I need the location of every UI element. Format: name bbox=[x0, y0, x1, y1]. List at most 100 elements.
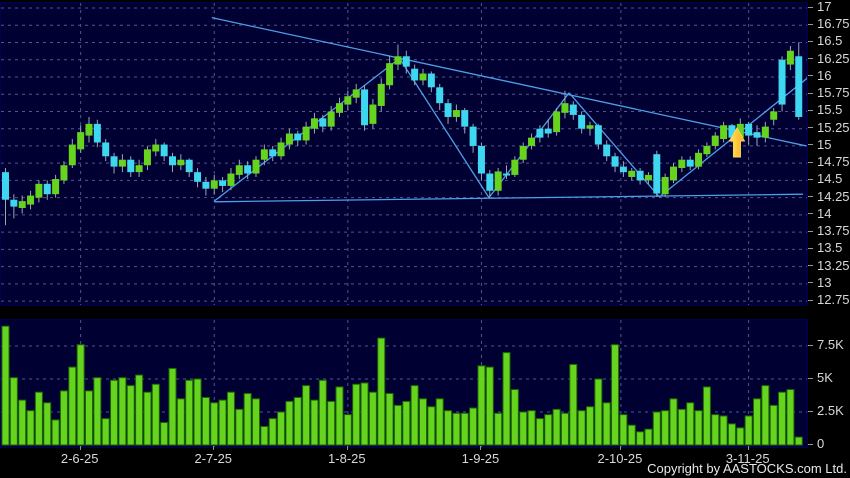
candle-body bbox=[110, 156, 118, 167]
candle-body bbox=[686, 159, 694, 167]
axis-tick bbox=[808, 58, 813, 60]
volume-bar bbox=[452, 412, 461, 446]
axis-tick bbox=[808, 230, 813, 232]
volume-bar bbox=[469, 407, 478, 446]
candle-body bbox=[369, 104, 377, 124]
candle-body bbox=[703, 145, 711, 155]
price-axis-label: 15 bbox=[808, 137, 850, 152]
volume-bar bbox=[627, 424, 636, 446]
volume-bar bbox=[786, 389, 795, 446]
candle-body bbox=[77, 132, 85, 150]
volume-bar bbox=[769, 404, 778, 446]
candle-body bbox=[361, 89, 369, 126]
volume-bar bbox=[327, 400, 336, 446]
candle-body bbox=[319, 118, 327, 127]
copyright-notice: Copyright by AASTOCKS.com Ltd. bbox=[647, 461, 847, 476]
volume-bar bbox=[368, 391, 377, 446]
volume-bars-chart bbox=[1, 320, 807, 447]
candle-body bbox=[503, 173, 510, 176]
candle-body bbox=[27, 195, 35, 205]
price-axis-label: 14.75 bbox=[808, 155, 850, 169]
candle-body bbox=[135, 165, 143, 173]
volume-bar bbox=[85, 390, 93, 446]
candle-body bbox=[561, 103, 569, 113]
volume-bar bbox=[18, 399, 27, 446]
candle-body bbox=[619, 166, 627, 173]
volume-bar bbox=[226, 391, 235, 446]
axis-tick bbox=[808, 299, 813, 301]
volume-bar bbox=[135, 374, 144, 446]
axis-tick bbox=[808, 178, 813, 180]
volume-bar bbox=[34, 391, 43, 446]
axis-tick bbox=[808, 75, 813, 77]
candle-body bbox=[594, 125, 602, 145]
date-axis-tick bbox=[79, 446, 81, 450]
volume-bar bbox=[535, 418, 544, 446]
volume-bar bbox=[201, 396, 210, 446]
axis-tick bbox=[808, 344, 813, 346]
candle-body bbox=[277, 142, 285, 157]
date-axis-label: 1-8-25 bbox=[328, 451, 366, 466]
candle-body bbox=[411, 68, 419, 81]
volume-bar bbox=[277, 411, 286, 446]
volume-bar bbox=[402, 400, 411, 446]
axis-tick bbox=[808, 23, 813, 25]
candle-body bbox=[436, 87, 444, 104]
volume-bar bbox=[118, 377, 127, 446]
volume-bar bbox=[677, 408, 686, 446]
volume-axis-label: 2.5K bbox=[808, 404, 850, 418]
volume-bar bbox=[218, 399, 227, 446]
candle-body bbox=[93, 123, 101, 143]
candle-body bbox=[486, 173, 494, 191]
price-axis-label: 15.5 bbox=[808, 103, 850, 117]
up-arrow-annotation bbox=[728, 127, 746, 158]
candle-body bbox=[603, 144, 611, 157]
candle-body bbox=[160, 144, 168, 157]
candle-body bbox=[636, 170, 644, 181]
candle-body bbox=[494, 171, 502, 191]
volume-bar bbox=[686, 402, 695, 446]
volume-bar bbox=[9, 377, 18, 446]
volume-bar bbox=[51, 419, 60, 446]
candle-body bbox=[386, 63, 394, 86]
date-axis-label: 2-10-25 bbox=[597, 451, 643, 466]
candle-body bbox=[661, 176, 669, 195]
candle-body bbox=[18, 201, 26, 209]
candle-body bbox=[336, 103, 343, 113]
volume-bar bbox=[602, 402, 611, 446]
axis-tick bbox=[808, 40, 813, 42]
volume-bar bbox=[727, 423, 736, 446]
volume-bar bbox=[193, 378, 202, 446]
date-axis-tick bbox=[213, 446, 215, 450]
axis-tick bbox=[808, 161, 813, 163]
volume-bar bbox=[586, 406, 594, 446]
candle-body bbox=[628, 170, 636, 177]
candle-body bbox=[678, 159, 686, 169]
volume-bar bbox=[160, 422, 169, 446]
volume-bar bbox=[176, 398, 185, 446]
candle-body bbox=[260, 149, 268, 160]
candlestick-chart bbox=[1, 3, 807, 305]
candle-body bbox=[586, 125, 594, 129]
volume-bar bbox=[360, 382, 369, 446]
price-axis-label: 14.25 bbox=[808, 189, 850, 204]
candle-body bbox=[461, 110, 469, 127]
candle-body bbox=[761, 126, 769, 138]
volume-bar bbox=[252, 398, 260, 446]
candle-body bbox=[469, 126, 477, 146]
candle-body bbox=[795, 56, 803, 117]
price-axis-label: 13.5 bbox=[808, 241, 850, 255]
axis-tick bbox=[808, 144, 813, 146]
volume-bar bbox=[460, 412, 469, 446]
volume-bar bbox=[143, 391, 152, 446]
price-axis-label: 16.75 bbox=[808, 17, 850, 31]
axis-tick bbox=[808, 377, 813, 379]
candle-body bbox=[711, 135, 719, 146]
candle-body bbox=[695, 152, 703, 167]
candle-body bbox=[302, 126, 310, 141]
candle-body bbox=[611, 156, 619, 167]
price-axis-label: 13.75 bbox=[808, 224, 850, 238]
price-axis-label: 14 bbox=[808, 206, 850, 221]
volume-bar bbox=[168, 367, 177, 446]
candle-body bbox=[60, 165, 68, 181]
